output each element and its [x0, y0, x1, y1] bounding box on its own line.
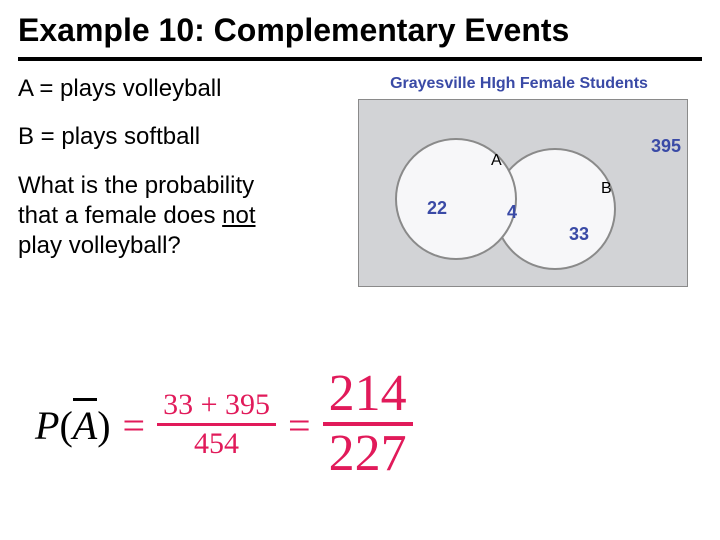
venn-label-b: B	[601, 180, 612, 198]
page-title: Example 10: Complementary Events	[0, 0, 720, 57]
fraction-1-denominator: 454	[188, 428, 245, 462]
equals-sign-1: =	[123, 402, 146, 449]
content-row: A = plays volleyball B = plays softball …	[0, 75, 720, 290]
definition-a: A = plays volleyball	[18, 75, 338, 103]
fraction-2: 214 227	[323, 368, 413, 482]
venn-diagram: Grayesville HIgh Female Students A B 22 …	[348, 75, 690, 290]
equation-lhs: P(A)	[35, 402, 111, 449]
left-column: A = plays volleyball B = plays softball …	[18, 75, 348, 290]
overbar-icon	[73, 398, 97, 401]
title-underline	[18, 57, 702, 61]
fraction-1-numerator: 33 + 395	[157, 389, 276, 423]
question-line2-pre: that a female does	[18, 202, 222, 229]
venn-value-a: 22	[427, 198, 447, 219]
question-line3: play volleyball?	[18, 232, 181, 259]
equation: P(A) = 33 + 395 454 = 214 227	[35, 368, 413, 482]
fraction-bar-icon	[157, 423, 276, 426]
equation-close-paren: )	[97, 402, 110, 449]
venn-label-a: A	[491, 152, 502, 170]
question-line1: What is the probability	[18, 172, 254, 199]
equation-open-paren: (	[59, 402, 72, 449]
equation-p: P	[35, 402, 59, 449]
question-not: not	[222, 202, 255, 229]
fraction-2-denominator: 227	[323, 428, 413, 482]
fraction-2-numerator: 214	[323, 368, 413, 422]
definition-b: B = plays softball	[18, 123, 338, 151]
equation-a: A	[73, 403, 97, 448]
venn-title: Grayesville HIgh Female Students	[348, 75, 690, 93]
venn-value-b: 33	[569, 224, 589, 245]
venn-value-intersection: 4	[507, 202, 517, 223]
venn-value-outside: 395	[651, 136, 681, 157]
equation-a-bar: A	[73, 402, 97, 449]
venn-box: A B 22 4 33 395	[358, 99, 688, 287]
fraction-1: 33 + 395 454	[157, 389, 276, 461]
equals-sign-2: =	[288, 402, 311, 449]
question-text: What is the probability that a female do…	[18, 171, 338, 261]
